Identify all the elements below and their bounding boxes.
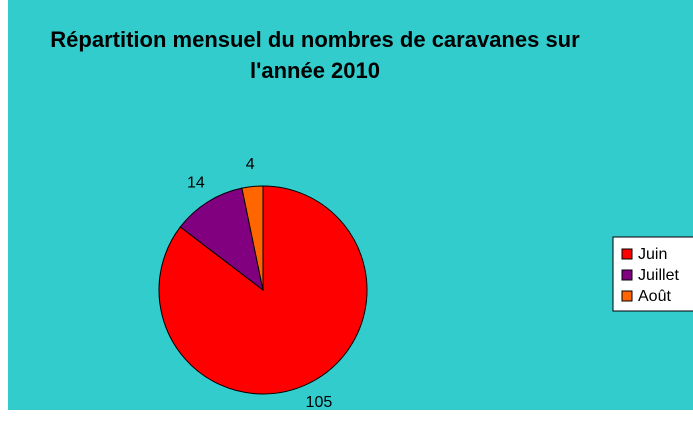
pie-slice [179, 187, 264, 292]
legend-swatch [621, 290, 633, 302]
pie-slice [158, 185, 368, 395]
data-label: 14 [187, 175, 205, 192]
chart-title: Répartition mensuel du nombres de carava… [50, 27, 580, 83]
legend-label: Août [638, 288, 671, 305]
legend-label: Juin [638, 246, 667, 263]
legend-swatch [621, 269, 633, 281]
pie-slice [241, 185, 264, 291]
data-label: 105 [306, 394, 333, 411]
legend-swatch [621, 248, 633, 260]
data-label: 4 [246, 156, 255, 173]
legend-label: Juillet [638, 267, 679, 284]
